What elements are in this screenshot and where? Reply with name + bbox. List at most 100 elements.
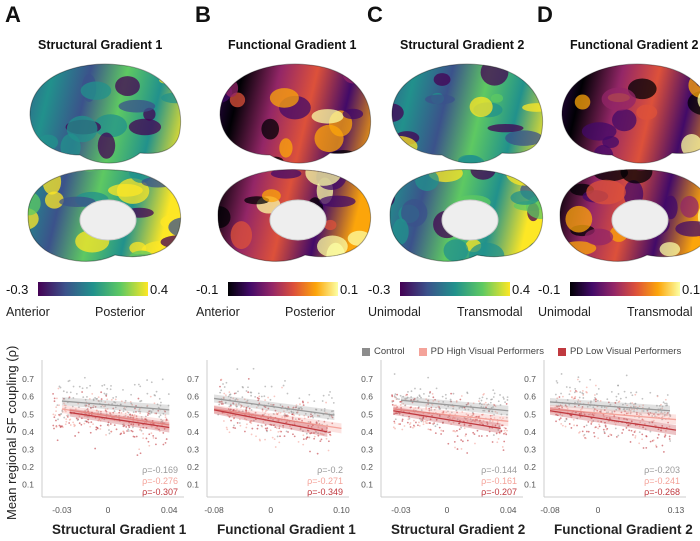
data-point [430,406,433,409]
data-point [657,433,660,436]
data-point [72,396,75,399]
data-point [604,424,607,427]
data-point [154,412,156,415]
data-point [59,413,62,416]
data-point [492,434,495,436]
data-point [54,414,57,417]
data-point [558,418,561,421]
data-point [162,432,165,434]
data-point [665,429,667,432]
data-point [100,398,103,400]
data-point [218,403,221,406]
data-point [494,410,497,413]
data-point [585,386,588,389]
data-point [217,400,220,403]
data-point [238,418,241,421]
data-point [138,410,140,413]
data-point [506,396,509,399]
data-point [416,399,419,402]
data-point [629,409,632,412]
data-point [303,414,306,417]
legend: Control PD High Visual Performers PD Low… [362,346,681,357]
data-point [242,386,244,389]
data-point [556,414,559,417]
data-point [130,402,133,405]
data-point [67,414,69,417]
data-point [109,412,111,415]
data-point [394,418,397,421]
y-tick-label: 0.1 [22,480,34,490]
data-point [69,424,72,426]
data-point [254,395,257,398]
data-point [331,416,334,419]
data-point [631,408,633,411]
data-point [119,403,122,406]
data-point [99,428,102,430]
x-tick-label: -0.08 [204,505,224,515]
data-point [219,385,221,388]
data-point [236,398,239,401]
data-point [257,424,259,427]
data-point [622,428,625,431]
data-point [267,402,270,405]
data-point [576,401,579,403]
data-point [491,441,494,443]
data-point [605,417,608,419]
data-point [569,386,571,389]
data-point [641,418,644,421]
data-point [290,427,293,430]
data-point [238,410,240,413]
data-point [488,430,491,433]
data-point [157,409,160,412]
data-point [276,419,279,422]
data-point [66,416,69,418]
data-point [594,408,597,411]
data-point [318,415,321,417]
data-point [618,400,621,403]
data-point [430,429,432,431]
colorbar-left-label: Unimodal [368,305,421,319]
data-point [122,410,125,413]
data-point [554,393,557,396]
data-point [574,390,577,392]
data-point [273,423,276,426]
data-point [659,412,662,415]
data-point [279,430,282,433]
data-point [321,428,324,431]
data-point [618,407,621,410]
data-point [123,415,125,418]
data-point [615,399,618,402]
data-point [465,433,467,436]
data-point [113,401,115,403]
data-point [113,424,116,427]
data-point [264,410,267,413]
data-point [114,406,117,409]
data-point [264,424,267,426]
rho-label: ρ=-0.271 [307,476,343,486]
data-point [607,411,610,414]
data-point [284,379,286,382]
data-point [445,411,448,414]
data-point [145,426,148,429]
data-point [279,411,282,414]
data-point [558,407,561,410]
data-point [439,407,442,410]
y-tick-label: 0.4 [524,427,536,437]
data-point [486,404,489,406]
y-tick-label: 0.4 [22,427,34,437]
data-point [447,442,450,445]
data-point [486,423,489,425]
data-point [310,413,312,416]
data-point [569,390,572,392]
data-point [456,448,459,450]
data-point [452,416,455,419]
data-point [78,422,81,425]
data-point [408,423,411,426]
data-point [144,418,146,420]
data-point [134,407,136,410]
data-point [454,430,457,433]
data-point [124,412,127,415]
data-point [431,422,434,425]
data-point [243,417,246,420]
data-point [127,430,130,432]
